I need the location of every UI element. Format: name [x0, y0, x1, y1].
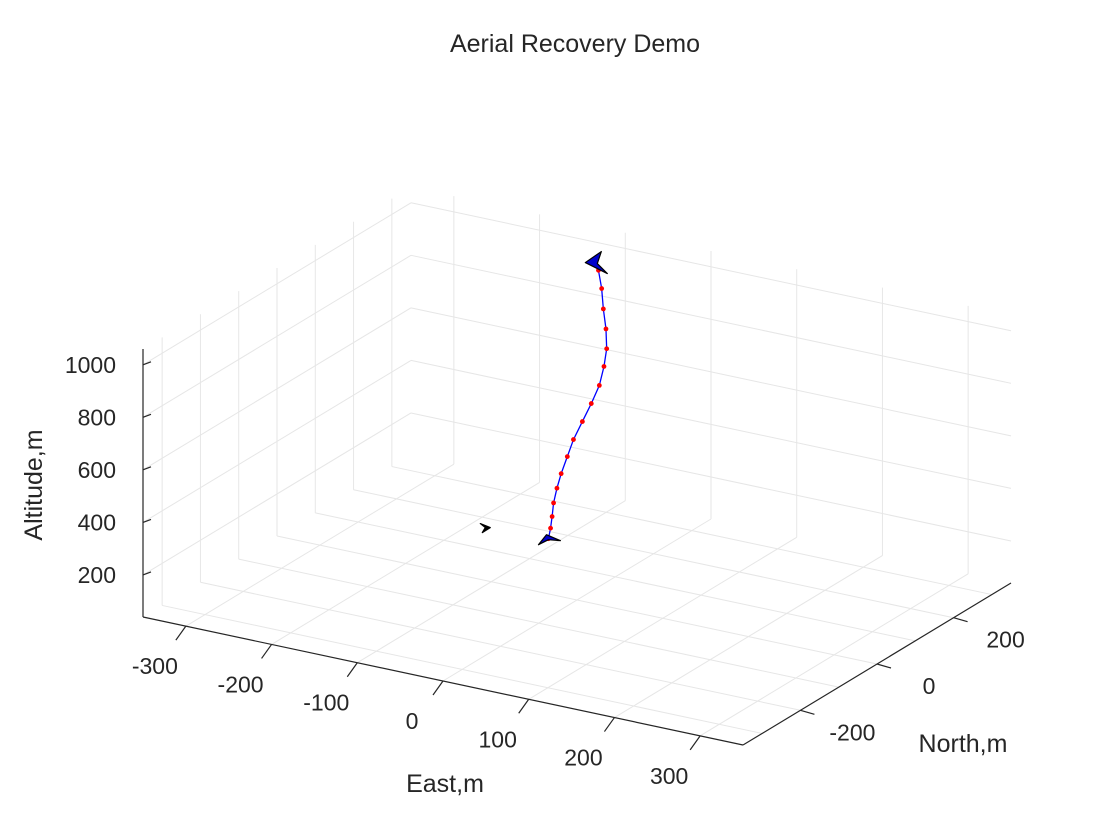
x-tick-mark [518, 698, 530, 714]
x-tick-label: 100 [479, 726, 517, 752]
grid-line [200, 581, 801, 711]
x-tick-mark [603, 717, 615, 732]
grid-line [391, 466, 992, 596]
tick-labels: -300 -200 -100 0 100 200 300 -200 0 200 200 400 600 8… [65, 352, 1025, 789]
trajectory-marker [600, 306, 606, 312]
grid-lines [142, 196, 1012, 737]
drogue [479, 522, 491, 534]
x-tick-mark [689, 735, 701, 751]
x-tick-mark [175, 625, 187, 641]
x-tick-mark [346, 662, 358, 678]
y-tick-mark [876, 663, 892, 669]
trajectory-marker [601, 364, 607, 369]
trajectory-marker [571, 437, 576, 442]
grid-line [162, 604, 763, 734]
grid-line [238, 558, 839, 688]
trajectory-marker [551, 500, 556, 506]
x-tick-label: 0 [406, 708, 419, 734]
grid-line [142, 307, 412, 471]
z-tick-label: 400 [78, 509, 116, 535]
trajectory-layer [546, 267, 610, 542]
trajectory-marker [579, 419, 585, 424]
x-tick-label: -200 [218, 671, 264, 697]
trajectory-marker [554, 485, 560, 491]
x-tick-label: -300 [132, 653, 178, 679]
trajectory-marker [603, 326, 609, 332]
z-tick-label: 800 [78, 404, 116, 430]
z-tick-label: 600 [78, 457, 116, 483]
trajectory-marker [604, 346, 610, 352]
trajectory-marker [588, 401, 594, 406]
x-tick-label: -100 [303, 690, 349, 716]
grid-line [142, 202, 412, 366]
trajectory-marker [549, 514, 555, 519]
grid-line [410, 359, 1012, 489]
y-tick-label: 200 [986, 627, 1024, 653]
z-tick-label: 200 [78, 562, 116, 588]
x-tick-label: 200 [564, 745, 602, 771]
x-tick-mark [261, 644, 273, 659]
z-axis-label: Altitude,m [20, 429, 48, 540]
trajectory-marker [564, 454, 570, 460]
chart-title: Aerial Recovery Demo [450, 30, 700, 58]
x-tick-mark [432, 680, 444, 696]
z-tick-mark [142, 518, 152, 523]
grid-line [142, 254, 412, 418]
trajectory-marker [558, 471, 564, 477]
z-tick-label: 1000 [65, 352, 116, 378]
y-tick-label: -200 [829, 719, 875, 745]
z-tick-mark [142, 571, 152, 576]
grid-line [315, 512, 916, 642]
y-tick-mark [953, 617, 968, 623]
grid-line [410, 254, 1012, 384]
axes [142, 349, 1012, 751]
trajectory-marker [599, 286, 605, 291]
grid-line [410, 202, 1012, 332]
grid-line [410, 307, 1012, 437]
aircraft-start [584, 250, 608, 275]
y-axis-label: North,m [919, 730, 1008, 758]
trajectory-marker [548, 525, 553, 531]
z-tick-mark [142, 361, 152, 366]
z-tick-mark [142, 413, 152, 418]
aircraft-end [537, 534, 562, 546]
aircraft-markers [479, 250, 608, 546]
z-tick-mark [142, 466, 152, 471]
grid-line [410, 412, 1012, 542]
trajectory-line [547, 270, 608, 539]
x-tick-label: 300 [650, 763, 688, 789]
grid-line [142, 359, 412, 523]
y-tick-mark [800, 709, 815, 715]
grid-line [276, 535, 878, 665]
y-tick-label: 0 [923, 673, 936, 699]
x-axis-label: East,m [406, 770, 484, 798]
grid-line [142, 412, 412, 576]
trajectory-marker [596, 382, 602, 388]
grid-line [353, 489, 954, 619]
